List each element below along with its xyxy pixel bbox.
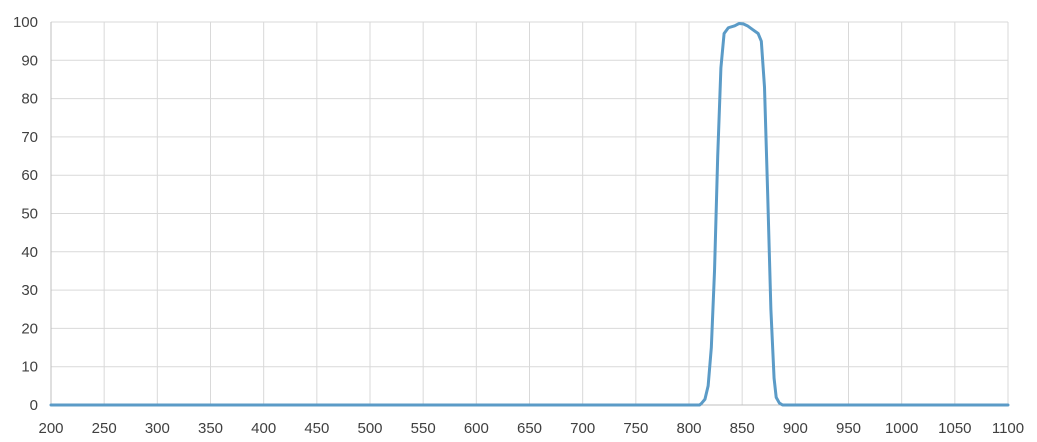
x-tick-label: 550	[411, 420, 436, 437]
y-tick-label: 100	[13, 14, 38, 31]
x-tick-label: 750	[623, 420, 648, 437]
y-tick-label: 40	[21, 244, 38, 261]
x-tick-label: 700	[570, 420, 595, 437]
x-tick-label: 1050	[938, 420, 971, 437]
x-tick-label: 900	[783, 420, 808, 437]
y-tick-label: 90	[21, 52, 38, 69]
x-tick-labels: 200 250 300 350 400 450 500 550 600 650 700 750 800 8…	[38, 420, 1024, 437]
y-tick-label: 30	[21, 282, 38, 299]
x-tick-label: 450	[304, 420, 329, 437]
x-tick-label: 850	[730, 420, 755, 437]
y-tick-label: 70	[21, 129, 38, 146]
x-tick-label: 350	[198, 420, 223, 437]
x-tick-label: 950	[836, 420, 861, 437]
transmission-series-line	[49, 22, 1010, 407]
x-tick-label: 200	[38, 420, 63, 437]
y-tick-label: 80	[21, 91, 38, 108]
x-tick-label: 1000	[885, 420, 918, 437]
y-tick-label: 60	[21, 167, 38, 184]
x-tick-label: 400	[251, 420, 276, 437]
x-tick-label: 800	[676, 420, 701, 437]
grid	[51, 21, 1009, 405]
x-tick-label: 300	[145, 420, 170, 437]
y-tick-label: 10	[21, 359, 38, 376]
x-tick-label: 250	[92, 420, 117, 437]
series	[49, 22, 1010, 407]
x-tick-label: 600	[464, 420, 489, 437]
x-tick-label: 650	[517, 420, 542, 437]
y-tick-label: 20	[21, 320, 38, 337]
y-tick-labels: 0 10 20 30 40 50 60 70 80 90 100	[13, 14, 38, 414]
x-tick-label: 1100	[992, 420, 1024, 437]
y-tick-label: 50	[21, 206, 38, 223]
x-tick-label: 500	[357, 420, 382, 437]
y-tick-label: 0	[30, 397, 38, 414]
